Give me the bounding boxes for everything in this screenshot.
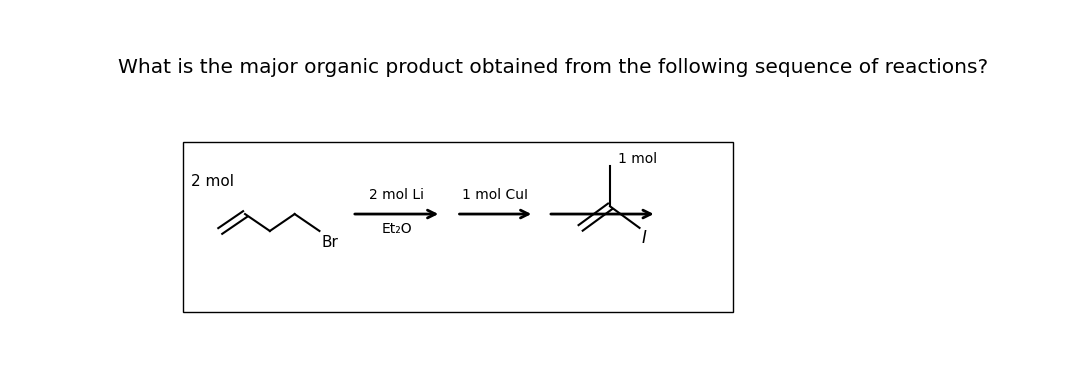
Text: Br: Br — [322, 235, 339, 250]
Bar — [183, 142, 733, 312]
Text: 1 mol: 1 mol — [618, 151, 657, 166]
Text: 1 mol CuI: 1 mol CuI — [462, 188, 528, 202]
Text: I: I — [642, 230, 647, 247]
Text: What is the major organic product obtained from the following sequence of reacti: What is the major organic product obtain… — [119, 58, 988, 77]
Text: Et₂O: Et₂O — [381, 222, 411, 236]
Text: 2 mol Li: 2 mol Li — [369, 188, 424, 202]
Text: 2 mol: 2 mol — [191, 174, 233, 189]
